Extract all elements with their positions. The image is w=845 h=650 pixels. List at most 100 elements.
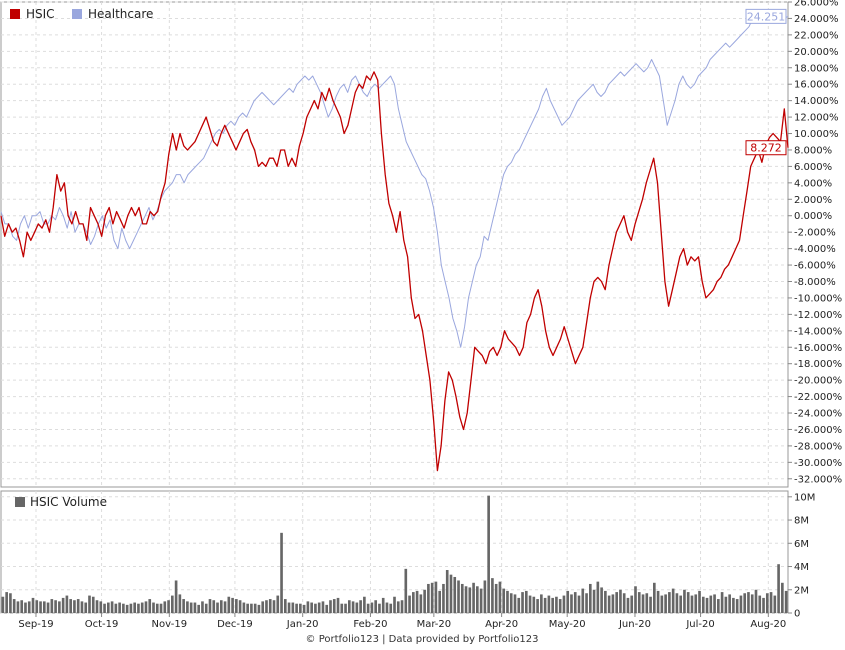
volume-bar <box>743 593 747 613</box>
volume-bar <box>683 589 686 613</box>
volume-bar <box>287 602 291 613</box>
volume-bar <box>302 604 306 613</box>
volume-bar <box>573 592 577 613</box>
end-label-text: 24.251 <box>747 10 786 23</box>
volume-bar <box>449 574 453 613</box>
price-y-tick-label: -26.000% <box>794 425 842 436</box>
volume-bar <box>739 595 743 613</box>
volume-bar <box>528 595 532 613</box>
volume-bar <box>9 593 12 613</box>
end-label-box <box>745 8 787 24</box>
volume-bar <box>61 597 65 613</box>
volume-bar <box>521 592 524 613</box>
volume-bar <box>777 564 780 613</box>
price-y-tick-label: -28.000% <box>794 441 842 452</box>
volume-bar <box>679 595 682 613</box>
price-y-tick-label: -16.000% <box>794 343 842 354</box>
volume-bar <box>336 597 340 613</box>
price-y-tick-label: -14.000% <box>794 326 842 337</box>
volume-bar <box>675 593 679 613</box>
volume-bar <box>122 603 125 613</box>
x-tick-label: Apr-20 <box>485 619 518 630</box>
volume-bar <box>144 601 148 613</box>
volume-bar <box>344 603 347 613</box>
price-y-tick-label: 6.000% <box>794 162 832 173</box>
volume-bar <box>235 599 238 613</box>
volume-bar <box>359 600 362 613</box>
volume-bar <box>204 603 208 613</box>
volume-bar <box>69 599 72 613</box>
volume-bar <box>483 580 487 613</box>
volume-bar <box>765 593 769 613</box>
price-end-labels: 24.251 8.272 <box>745 8 787 156</box>
volume-bar <box>227 596 231 613</box>
volume-bar <box>381 597 385 613</box>
volume-bar <box>76 599 80 613</box>
volume-bar <box>332 599 336 613</box>
volume-bar <box>551 597 554 613</box>
volume-bar <box>378 603 381 613</box>
volume-bar <box>189 602 193 613</box>
volume-bar <box>622 593 626 613</box>
volume-bar <box>389 603 393 613</box>
volume-bar <box>487 495 490 613</box>
volume-y-tick-label: 0 <box>794 609 800 620</box>
volume-bar <box>660 595 664 613</box>
volume-bar <box>649 596 652 613</box>
volume-bar <box>186 601 189 613</box>
volume-bar <box>656 590 660 613</box>
volume-bar <box>1 596 5 613</box>
volume-bar <box>464 586 468 613</box>
volume-bar <box>107 602 110 613</box>
volume-bar <box>570 594 573 613</box>
volume-bar <box>701 596 705 613</box>
volume-bar <box>114 603 118 613</box>
legend-swatch <box>15 497 25 507</box>
volume-bar <box>460 583 464 613</box>
volume-bar <box>24 602 27 613</box>
price-y-tick-label: 14.000% <box>794 96 839 107</box>
volume-vertical-gridlines <box>35 491 769 613</box>
legend-label: HSIC Volume <box>30 495 107 509</box>
volume-bar <box>540 594 543 613</box>
volume-bar <box>585 593 588 613</box>
price-y-tick-label: 12.000% <box>794 113 839 124</box>
volume-bars <box>1 495 788 613</box>
volume-bar <box>99 601 103 613</box>
volume-bar <box>543 597 547 613</box>
volume-bar <box>242 602 246 613</box>
volume-bar <box>280 532 283 613</box>
volume-bar <box>231 597 234 613</box>
volume-bar <box>268 599 272 613</box>
volume-bar <box>592 589 596 613</box>
volume-bar <box>103 603 106 613</box>
volume-bar <box>317 602 321 613</box>
volume-bar <box>400 600 404 613</box>
price-y-tick-label: 18.000% <box>794 63 839 74</box>
volume-bar <box>735 599 739 613</box>
volume-bar <box>532 596 536 613</box>
x-tick-label: Mar-20 <box>417 619 452 630</box>
end-label-text: 8.272 <box>750 142 782 155</box>
volume-bar <box>404 568 408 613</box>
volume-bar <box>272 600 276 613</box>
volume-bar <box>438 590 442 613</box>
volume-bar <box>555 596 558 613</box>
volume-bar <box>445 570 449 613</box>
volume-bar <box>694 594 698 613</box>
price-y-tick-label: -4.000% <box>794 244 836 255</box>
volume-bar <box>95 600 99 613</box>
volume-bar <box>427 583 430 613</box>
volume-bar <box>637 592 641 613</box>
volume-bar <box>152 602 155 613</box>
volume-bar <box>393 596 396 613</box>
volume-bar <box>73 600 76 613</box>
volume-bar <box>713 594 716 613</box>
volume-y-tick-label: 6M <box>794 539 809 550</box>
volume-bar <box>50 599 54 613</box>
volume-bar <box>562 595 566 613</box>
volume-y-tick-label: 2M <box>794 585 809 596</box>
volume-bar <box>671 588 675 613</box>
volume-bar <box>396 601 400 613</box>
volume-bar <box>645 593 649 613</box>
